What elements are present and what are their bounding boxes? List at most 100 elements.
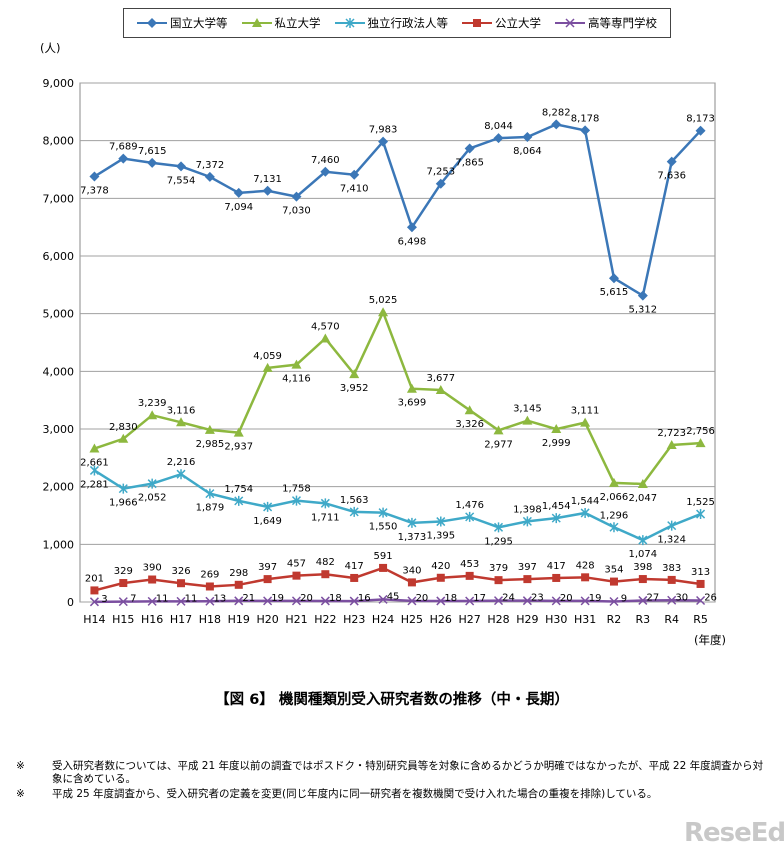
- data-label: 1,295: [484, 536, 513, 547]
- data-point: [436, 573, 445, 582]
- data-point: [233, 427, 244, 437]
- data-label: 3,326: [455, 419, 484, 430]
- data-point: [378, 307, 389, 317]
- data-point: [233, 187, 244, 198]
- data-label: 1,879: [196, 503, 225, 514]
- data-label: 5,615: [600, 287, 629, 298]
- data-point: [89, 597, 99, 607]
- data-point: [118, 483, 128, 494]
- square-marker-icon: [462, 19, 492, 27]
- data-point: [609, 577, 618, 586]
- data-point: [263, 501, 273, 512]
- data-label: 20: [300, 593, 313, 604]
- data-point: [204, 171, 215, 182]
- data-label: 3,952: [340, 383, 369, 394]
- diamond-marker-icon: [137, 18, 167, 28]
- data-label: 17: [473, 593, 486, 604]
- data-label: 4,116: [282, 374, 311, 385]
- data-label: 2,047: [629, 493, 658, 504]
- data-point: [638, 595, 648, 605]
- data-point: [580, 417, 591, 427]
- y-tick-label: 9,000: [43, 77, 75, 90]
- legend-label: 公立大学: [495, 16, 541, 30]
- data-label: 2,756: [686, 426, 715, 437]
- y-tick-label: 1,000: [43, 538, 75, 551]
- data-point: [580, 125, 591, 136]
- series-line: [93, 469, 702, 542]
- y-tick-label: 5,000: [43, 308, 75, 321]
- data-point: [551, 513, 561, 524]
- note-mark: ※: [16, 788, 25, 800]
- x-tick-label: R4: [664, 613, 679, 626]
- data-label: 5,025: [369, 295, 398, 306]
- data-label: 354: [604, 565, 623, 576]
- x-tick-label: H30: [545, 613, 567, 626]
- data-label: 45: [387, 591, 400, 602]
- x-tick-label: H25: [401, 613, 423, 626]
- x-tick-label: H21: [285, 613, 307, 626]
- data-label: 379: [489, 563, 508, 574]
- x-tick-label: H27: [459, 613, 481, 626]
- data-point: [291, 191, 302, 202]
- data-point: [262, 185, 273, 196]
- data-point: [90, 586, 99, 595]
- data-label: 16: [358, 593, 371, 604]
- data-label: 9: [621, 593, 627, 604]
- data-point: [465, 511, 475, 522]
- legend-item-independent: 独立行政法人等: [334, 15, 448, 31]
- data-point: [436, 516, 446, 527]
- data-label: 1,373: [398, 532, 427, 543]
- data-point: [493, 522, 504, 533]
- data-label: 8,064: [513, 146, 542, 157]
- data-label: 390: [143, 563, 162, 574]
- data-point: [176, 469, 186, 480]
- data-label: 7,378: [80, 186, 109, 197]
- data-label: 7,615: [138, 146, 167, 157]
- series-line: [94, 598, 701, 604]
- data-point: [551, 596, 561, 606]
- x-tick-label: H20: [256, 613, 278, 626]
- data-label: 8,173: [686, 114, 715, 125]
- x-tick-label: H19: [228, 613, 250, 626]
- data-point: [552, 573, 561, 582]
- data-point: [349, 369, 360, 379]
- data-point: [119, 579, 128, 588]
- data-label: 7: [130, 594, 136, 605]
- data-label: 3,111: [571, 406, 600, 417]
- data-point: [608, 477, 619, 487]
- data-label: 326: [171, 566, 190, 577]
- y-tick-label: 0: [67, 596, 74, 609]
- data-label: 201: [85, 573, 104, 584]
- data-label: 329: [114, 566, 133, 577]
- data-label: 5,312: [629, 305, 658, 316]
- data-point: [696, 595, 706, 606]
- data-point: [464, 405, 475, 415]
- data-point: [234, 596, 244, 606]
- data-label: 7,689: [109, 142, 138, 153]
- data-point: [695, 125, 706, 136]
- data-label: 23: [531, 593, 544, 604]
- data-label: 2,985: [196, 439, 225, 450]
- data-label: 1,758: [282, 484, 311, 495]
- data-point: [609, 522, 619, 533]
- data-point: [435, 178, 446, 189]
- data-label: 11: [156, 593, 169, 604]
- data-label: 2,977: [484, 439, 513, 450]
- data-label: 27: [646, 592, 659, 603]
- data-point: [205, 582, 214, 591]
- data-label: 3: [101, 594, 107, 605]
- data-label: 2,281: [80, 479, 109, 490]
- data-point: [581, 573, 590, 582]
- data-label: 11: [185, 593, 198, 604]
- data-label: 1,525: [686, 497, 715, 508]
- data-label: 2,661: [80, 458, 109, 469]
- x-tick-label: H31: [574, 613, 596, 626]
- data-label: 420: [431, 561, 450, 572]
- data-point: [89, 443, 100, 453]
- data-label: 397: [518, 562, 537, 573]
- data-label: 1,454: [542, 501, 571, 512]
- data-label: 7,983: [369, 125, 398, 136]
- x-axis-unit-label: (年度): [694, 633, 726, 647]
- data-point: [667, 575, 676, 584]
- x-tick-label: H18: [199, 613, 221, 626]
